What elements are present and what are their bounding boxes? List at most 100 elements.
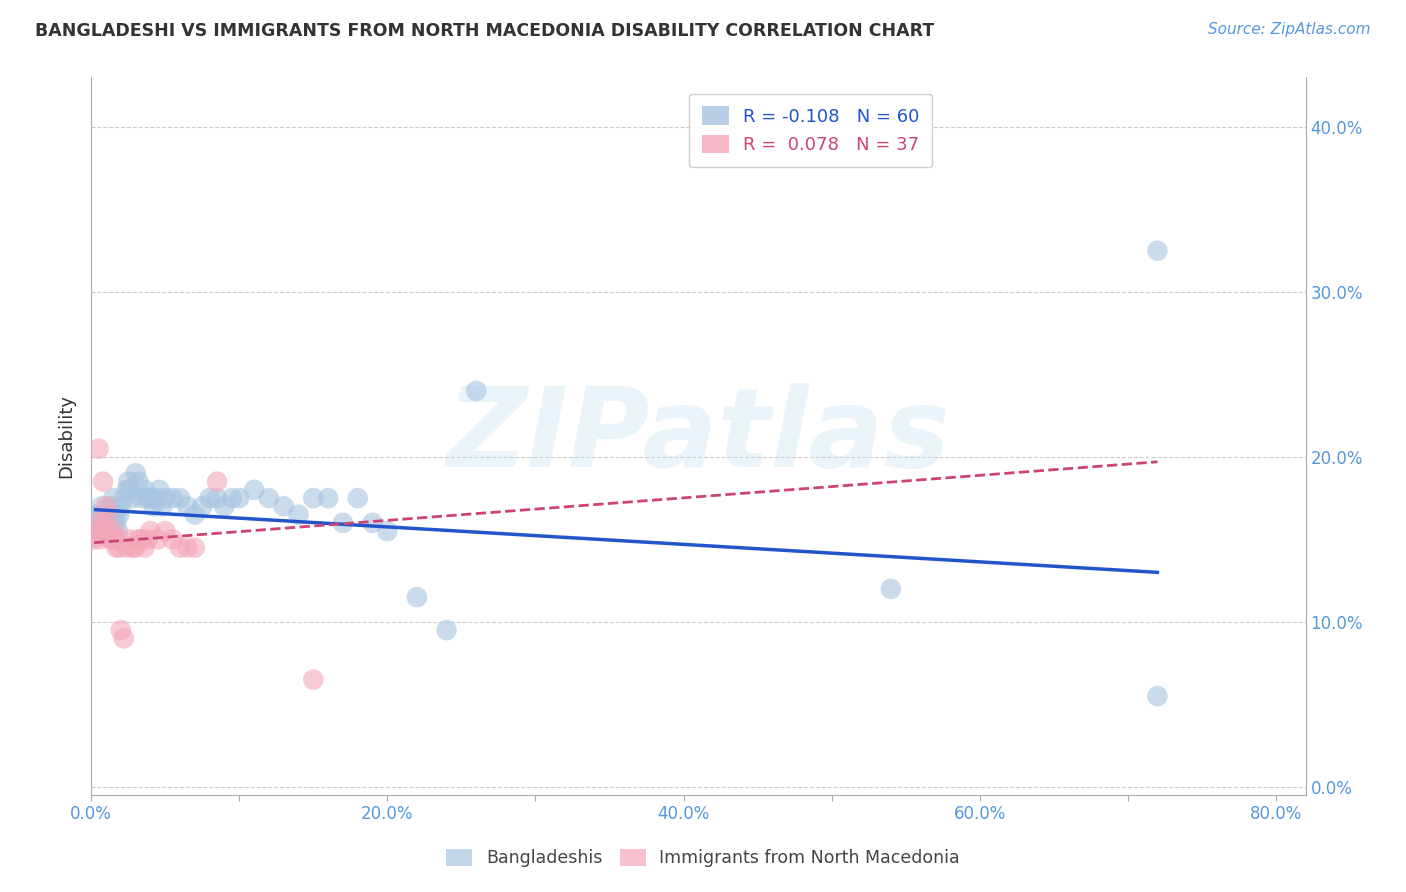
- Point: [316, 491, 339, 505]
- Point: [134, 541, 156, 555]
- Point: [139, 491, 162, 505]
- Point: [93, 516, 115, 530]
- Point: [228, 491, 250, 505]
- Point: [115, 483, 138, 497]
- Y-axis label: Disability: Disability: [58, 394, 75, 478]
- Point: [118, 533, 141, 547]
- Point: [302, 491, 325, 505]
- Point: [112, 491, 135, 505]
- Point: [134, 483, 156, 497]
- Point: [97, 508, 120, 522]
- Point: [93, 516, 115, 530]
- Point: [86, 524, 108, 538]
- Point: [148, 483, 170, 497]
- Point: [257, 491, 280, 505]
- Point: [375, 524, 398, 538]
- Point: [105, 541, 128, 555]
- Point: [221, 491, 243, 505]
- Point: [96, 508, 118, 522]
- Point: [89, 533, 111, 547]
- Point: [87, 524, 110, 538]
- Point: [436, 623, 458, 637]
- Point: [131, 533, 153, 547]
- Point: [97, 524, 120, 538]
- Point: [91, 508, 114, 522]
- Text: Source: ZipAtlas.com: Source: ZipAtlas.com: [1208, 22, 1371, 37]
- Point: [110, 500, 132, 514]
- Point: [124, 467, 146, 481]
- Point: [84, 516, 107, 530]
- Point: [191, 500, 214, 514]
- Point: [1146, 244, 1168, 258]
- Point: [89, 516, 111, 530]
- Point: [100, 533, 122, 547]
- Point: [142, 500, 165, 514]
- Point: [86, 516, 108, 530]
- Point: [302, 673, 325, 687]
- Point: [110, 623, 132, 637]
- Point: [94, 500, 117, 514]
- Point: [243, 483, 266, 497]
- Point: [105, 516, 128, 530]
- Point: [104, 533, 127, 547]
- Point: [198, 491, 221, 505]
- Point: [91, 475, 114, 489]
- Point: [406, 590, 429, 604]
- Text: ZIPatlas: ZIPatlas: [447, 383, 950, 490]
- Point: [103, 524, 125, 538]
- Point: [153, 491, 176, 505]
- Point: [117, 475, 139, 489]
- Point: [121, 541, 143, 555]
- Point: [118, 483, 141, 497]
- Point: [162, 491, 184, 505]
- Point: [332, 516, 354, 530]
- Point: [104, 508, 127, 522]
- Point: [153, 524, 176, 538]
- Point: [287, 508, 309, 522]
- Text: BANGLADESHI VS IMMIGRANTS FROM NORTH MACEDONIA DISABILITY CORRELATION CHART: BANGLADESHI VS IMMIGRANTS FROM NORTH MAC…: [35, 22, 935, 40]
- Point: [176, 500, 198, 514]
- Point: [136, 491, 159, 505]
- Point: [162, 533, 184, 547]
- Point: [115, 541, 138, 555]
- Point: [121, 491, 143, 505]
- Point: [346, 491, 368, 505]
- Point: [83, 533, 105, 547]
- Point: [128, 475, 150, 489]
- Point: [214, 500, 236, 514]
- Point: [101, 508, 124, 522]
- Point: [87, 442, 110, 456]
- Point: [112, 632, 135, 646]
- Point: [145, 491, 167, 505]
- Point: [169, 541, 191, 555]
- Point: [94, 524, 117, 538]
- Point: [146, 533, 169, 547]
- Point: [84, 508, 107, 522]
- Point: [107, 533, 129, 547]
- Point: [90, 500, 112, 514]
- Point: [139, 524, 162, 538]
- Point: [205, 491, 228, 505]
- Point: [880, 582, 903, 596]
- Point: [101, 533, 124, 547]
- Point: [128, 533, 150, 547]
- Point: [273, 500, 295, 514]
- Point: [90, 524, 112, 538]
- Point: [169, 491, 191, 505]
- Point: [108, 541, 131, 555]
- Legend: R = -0.108   N = 60, R =  0.078   N = 37: R = -0.108 N = 60, R = 0.078 N = 37: [689, 94, 932, 167]
- Point: [100, 500, 122, 514]
- Point: [108, 508, 131, 522]
- Point: [96, 516, 118, 530]
- Point: [107, 524, 129, 538]
- Point: [465, 384, 488, 398]
- Point: [131, 491, 153, 505]
- Point: [103, 491, 125, 505]
- Point: [176, 541, 198, 555]
- Point: [124, 541, 146, 555]
- Point: [184, 508, 207, 522]
- Point: [205, 475, 228, 489]
- Legend: Bangladeshis, Immigrants from North Macedonia: Bangladeshis, Immigrants from North Mace…: [439, 842, 967, 874]
- Point: [184, 541, 207, 555]
- Point: [136, 533, 159, 547]
